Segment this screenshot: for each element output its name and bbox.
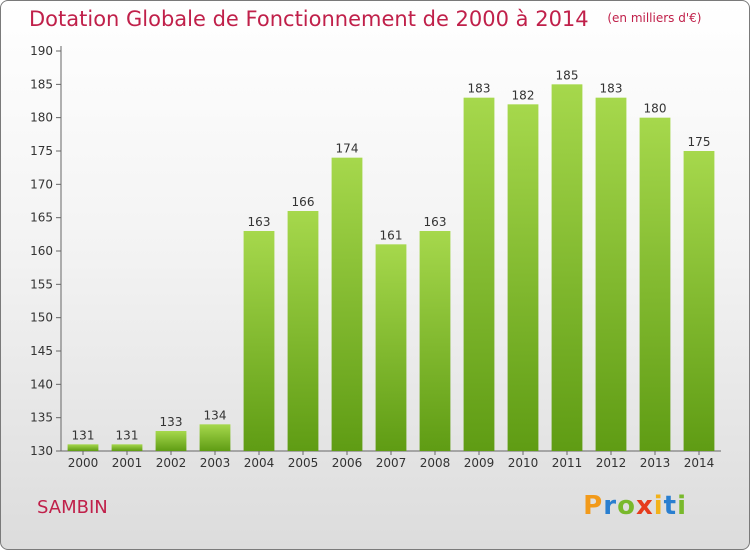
y-tick-label: 130 [30, 444, 53, 458]
y-tick-label: 190 [30, 44, 53, 58]
data-label: 175 [688, 135, 711, 149]
y-tick-label: 180 [30, 111, 53, 125]
logo-letter: i [653, 491, 664, 521]
x-tick-label: 2004 [244, 456, 275, 470]
logo-letter: i [677, 491, 687, 521]
x-tick-label: 2002 [156, 456, 187, 470]
logo-letter: r [603, 491, 618, 521]
logo-letter: o [617, 491, 636, 521]
data-label: 131 [72, 428, 95, 442]
bar [683, 151, 715, 451]
bar [67, 444, 99, 451]
bar [331, 157, 363, 451]
bar [463, 97, 495, 452]
bar [551, 84, 583, 451]
y-tick-label: 185 [30, 77, 53, 91]
x-tick-label: 2013 [640, 456, 671, 470]
bar [419, 231, 451, 451]
chart-subtitle: (en milliers d'€) [607, 11, 702, 25]
data-label: 182 [512, 88, 535, 102]
y-tick-label: 155 [30, 277, 53, 291]
data-label: 161 [380, 228, 403, 242]
y-tick-label: 140 [30, 377, 53, 391]
data-label: 134 [204, 408, 227, 422]
data-label: 131 [116, 428, 139, 442]
data-label: 183 [600, 82, 623, 96]
data-label: 183 [468, 82, 491, 96]
x-tick-label: 2005 [288, 456, 319, 470]
y-tick-label: 165 [30, 211, 53, 225]
x-tick-label: 2009 [464, 456, 495, 470]
bar [595, 97, 627, 452]
bar [199, 424, 231, 451]
commune-name: SAMBIN [37, 497, 108, 518]
data-label: 166 [292, 195, 315, 209]
data-label: 163 [424, 215, 447, 229]
bar [287, 211, 319, 451]
x-tick-label: 2012 [596, 456, 627, 470]
data-label: 180 [644, 102, 667, 116]
bar [155, 431, 187, 451]
proxiti-logo: Proxiti [583, 491, 687, 521]
logo-letter: P [583, 491, 604, 521]
x-tick-label: 2010 [508, 456, 539, 470]
x-tick-label: 2006 [332, 456, 363, 470]
bar [639, 117, 671, 452]
x-tick-label: 2003 [200, 456, 231, 470]
logo-letter: t [663, 491, 678, 521]
x-tick-label: 2000 [68, 456, 99, 470]
x-tick-label: 2014 [684, 456, 715, 470]
data-label: 163 [248, 215, 271, 229]
chart-title-block: Dotation Globale de Fonctionnement de 20… [29, 7, 701, 31]
y-tick-label: 135 [30, 411, 53, 425]
x-tick-label: 2011 [552, 456, 583, 470]
bar [243, 231, 275, 451]
y-tick-label: 160 [30, 244, 53, 258]
data-label: 174 [336, 142, 359, 156]
data-label: 185 [556, 68, 579, 82]
y-tick-label: 175 [30, 144, 53, 158]
x-tick-label: 2008 [420, 456, 451, 470]
chart-title: Dotation Globale de Fonctionnement de 20… [29, 7, 589, 31]
x-tick-label: 2001 [112, 456, 143, 470]
logo-letter: x [635, 491, 654, 521]
x-tick-label: 2007 [376, 456, 407, 470]
data-label: 133 [160, 415, 183, 429]
y-tick-label: 170 [30, 177, 53, 191]
bar [507, 104, 539, 451]
y-tick-label: 145 [30, 344, 53, 358]
y-tick-label: 150 [30, 311, 53, 325]
bar [375, 244, 407, 451]
bar [111, 444, 143, 451]
